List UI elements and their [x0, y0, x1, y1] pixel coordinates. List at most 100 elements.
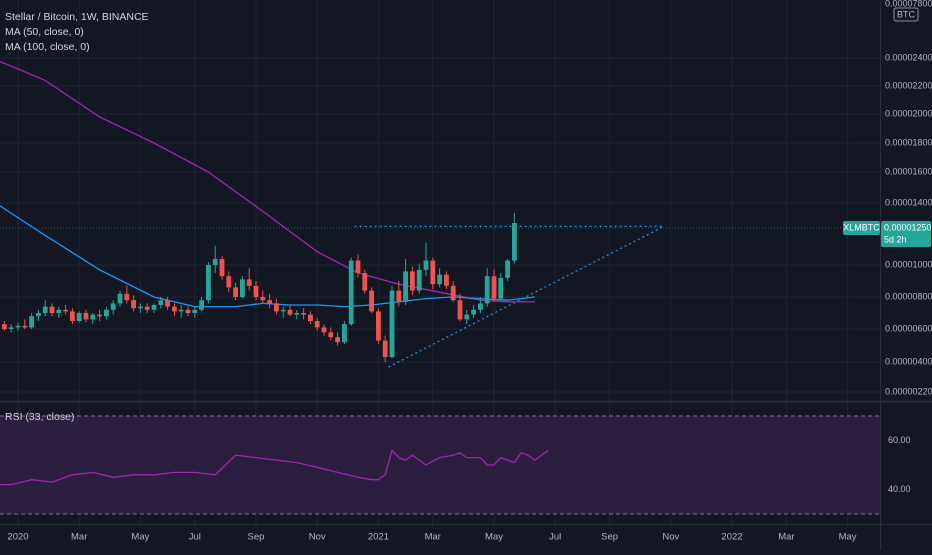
candle: [274, 299, 279, 315]
candle-body: [2, 324, 7, 329]
candle: [390, 286, 395, 359]
symbol-title[interactable]: Stellar / Bitcoin, 1W, BINANCE: [5, 10, 149, 25]
candle: [492, 270, 497, 302]
candle: [172, 303, 177, 316]
price-tick-label: 0.00001800: [885, 137, 932, 147]
countdown-label: 5d 2h: [884, 234, 907, 244]
candle-body: [294, 313, 299, 315]
candle-body: [16, 326, 21, 328]
price-tick-label: 0.00002400: [885, 52, 932, 62]
candle-body: [104, 310, 109, 316]
candle: [308, 311, 313, 324]
candle-body: [322, 327, 327, 332]
time-tick-label: 2022: [721, 532, 742, 543]
candle-body: [213, 259, 218, 265]
candle: [267, 294, 272, 308]
candle: [417, 264, 422, 294]
candle: [512, 213, 517, 264]
candle: [430, 258, 435, 289]
price-tick-label: 0.00001000: [885, 259, 932, 269]
candle: [165, 297, 170, 310]
candle: [383, 336, 388, 362]
candle: [124, 286, 129, 304]
candle: [56, 307, 61, 318]
candle: [199, 297, 204, 311]
candle-body: [498, 278, 503, 299]
candle-body: [90, 315, 95, 320]
candle: [84, 310, 89, 323]
candle-body: [512, 223, 517, 261]
candle-body: [165, 300, 170, 306]
candle-body: [192, 310, 197, 313]
time-tick-label: May: [485, 532, 503, 543]
candle-body: [158, 300, 163, 305]
candle-body: [77, 313, 82, 321]
candle: [260, 291, 265, 304]
candle: [77, 311, 82, 322]
candle: [90, 313, 95, 324]
candle-body: [179, 310, 184, 312]
rsi-tick-label: 40.00: [888, 484, 911, 494]
price-tick-label: 0.00007800: [885, 0, 932, 8]
price-unit-label: BTC: [897, 9, 916, 19]
candle: [403, 259, 408, 305]
ma-100-legend[interactable]: MA (100, close, 0): [5, 40, 149, 55]
candle: [220, 256, 225, 279]
time-tick-label: May: [131, 532, 149, 543]
chart-legend: Stellar / Bitcoin, 1W, BINANCE MA (50, c…: [5, 10, 149, 55]
candle: [233, 283, 238, 301]
candle: [138, 303, 143, 313]
candle-body: [335, 337, 340, 342]
candle: [213, 246, 218, 273]
candle-body: [471, 310, 476, 315]
ma-50-legend[interactable]: MA (50, close, 0): [5, 25, 149, 40]
candle: [186, 307, 191, 317]
price-tick-label: 0.00000600: [885, 323, 932, 333]
candle-body: [50, 307, 55, 313]
candle: [444, 271, 449, 289]
candle-body: [220, 259, 225, 276]
candle: [111, 300, 116, 314]
candle-body: [138, 307, 143, 309]
candle: [281, 307, 286, 318]
candle: [322, 324, 327, 335]
candle: [43, 300, 48, 316]
candle-body: [485, 276, 490, 303]
price-tick-label: 0.00001400: [885, 197, 932, 207]
candle-body: [274, 303, 279, 311]
candle-body: [199, 300, 204, 310]
price-tick-label: 0.00002200: [885, 80, 932, 90]
candle-body: [145, 307, 150, 310]
candle: [50, 303, 55, 316]
candle: [29, 313, 34, 329]
price-tick-label: 0.00002000: [885, 108, 932, 118]
candle: [451, 281, 456, 302]
candle-body: [451, 286, 456, 300]
candle-body: [63, 310, 68, 312]
time-tick-label: Nov: [309, 532, 326, 543]
candle: [131, 295, 136, 311]
rsi-tick-label: 60.00: [888, 435, 911, 445]
candle: [9, 324, 14, 332]
candle-body: [424, 261, 429, 270]
candle-body: [464, 315, 469, 320]
candle-body: [437, 275, 442, 285]
candle-body: [383, 341, 388, 358]
candle-body: [56, 310, 61, 313]
candle: [471, 305, 476, 318]
candle-body: [458, 300, 463, 319]
candlesticks: [0, 213, 517, 362]
candle-body: [281, 310, 286, 312]
candle-body: [206, 265, 211, 300]
rsi-legend[interactable]: RSI (33, close): [5, 411, 74, 423]
candle: [104, 307, 109, 320]
time-tick-label: Sep: [248, 532, 265, 543]
candle-body: [43, 307, 48, 313]
candle: [118, 291, 123, 307]
candle-body: [131, 300, 136, 308]
candle-body: [444, 275, 449, 286]
time-tick-label: Sep: [601, 532, 618, 543]
candle-body: [186, 310, 191, 313]
